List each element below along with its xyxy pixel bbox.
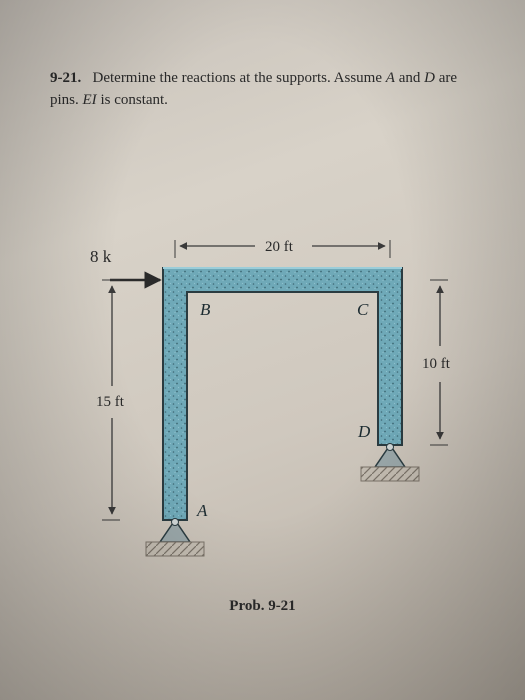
problem-statement: 9-21. Determine the reactions at the sup… xyxy=(50,68,475,112)
node-label-A: A xyxy=(196,501,208,520)
var-EI: EI xyxy=(83,92,97,108)
support-A xyxy=(146,519,204,557)
textbook-page: 9-21. Determine the reactions at the sup… xyxy=(0,0,525,700)
dim-right-label: 10 ft xyxy=(422,356,451,372)
frame-diagram-svg: B C A D 8 k 20 ft 15 ft xyxy=(60,210,465,610)
node-label-C: C xyxy=(357,300,369,319)
dim-top: 20 ft xyxy=(175,239,390,258)
text-part: is constant. xyxy=(97,92,168,108)
var-A: A xyxy=(386,70,395,86)
dim-top-label: 20 ft xyxy=(265,239,294,255)
dim-right: 10 ft xyxy=(422,280,451,445)
text-part: Determine the reactions at the supports.… xyxy=(93,70,386,86)
var-D: D xyxy=(424,70,435,86)
node-label-D: D xyxy=(357,422,371,441)
dim-left: 15 ft xyxy=(96,280,125,520)
figure-9-21: B C A D 8 k 20 ft 15 ft xyxy=(60,210,465,610)
support-D xyxy=(361,444,419,482)
load-label: 8 k xyxy=(90,247,112,266)
problem-number: 9-21. xyxy=(50,70,81,86)
figure-caption: Prob. 9-21 xyxy=(0,598,525,615)
text-part: and xyxy=(395,70,424,86)
node-label-B: B xyxy=(200,300,211,319)
dim-left-label: 15 ft xyxy=(96,394,125,410)
